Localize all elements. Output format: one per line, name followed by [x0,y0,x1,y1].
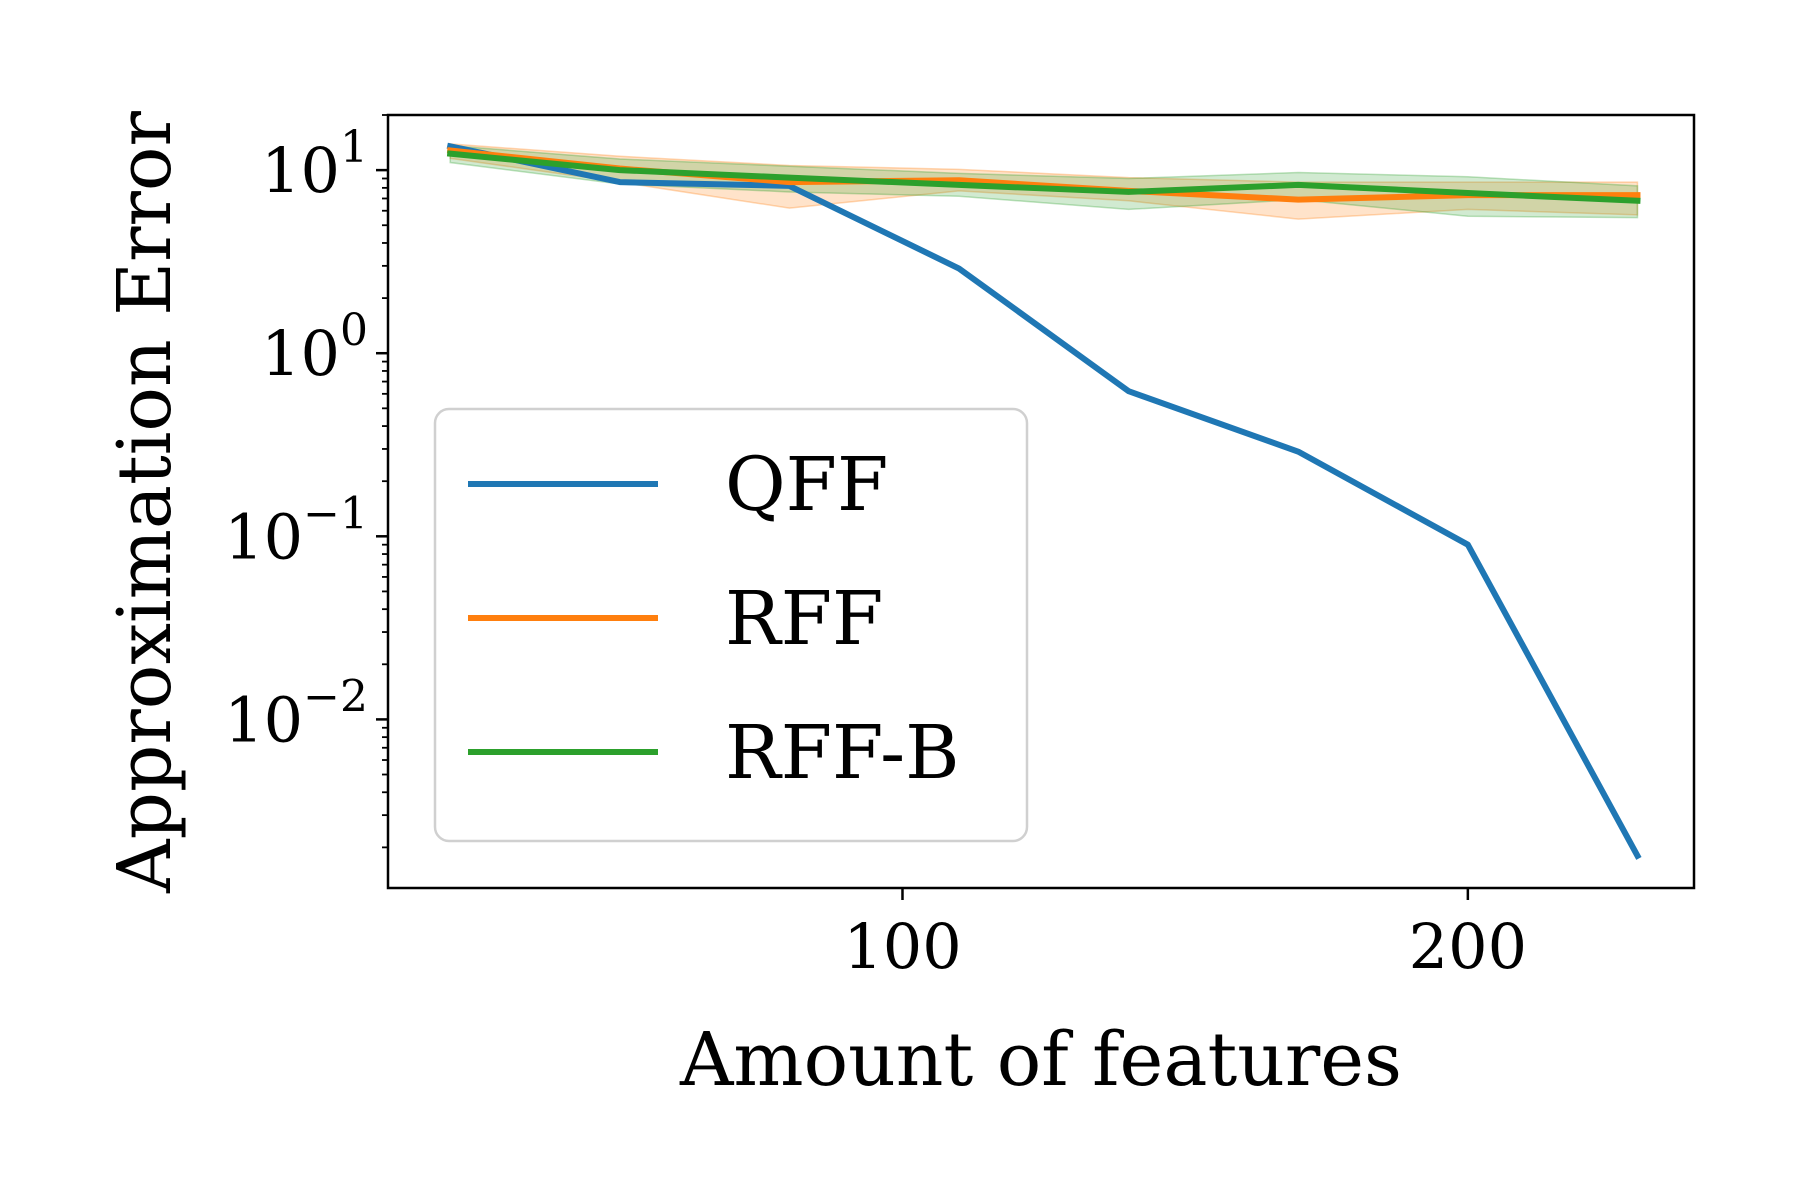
legend-label-rff: RFF [725,576,883,662]
x-tick-label: 100 [843,910,961,983]
y-tick-label: 10−1 [224,488,368,573]
y-axis-ticks: 101 100 10−1 10−2 [224,114,388,849]
x-axis-title: Amount of features [679,1017,1402,1103]
series-line-qff [446,142,1642,860]
plot-area-frame [386,113,1696,890]
y-axis-title: Approximation Error [102,111,188,894]
y-tick-label: 10−2 [224,671,368,756]
y-tick-label: 101 [261,122,368,207]
legend-label-qff: QFF [725,442,888,528]
y-tick-label: 100 [261,305,368,390]
series-lines [446,142,1642,860]
series-line-rff-b [446,150,1641,204]
x-axis-ticks: 100 200 [843,888,1527,983]
legend-box [433,407,1029,843]
x-tick-label: 200 [1409,910,1527,983]
legend: QFF RFF RFF-B [433,407,1029,843]
legend-label-rff-b: RFF-B [725,710,959,796]
